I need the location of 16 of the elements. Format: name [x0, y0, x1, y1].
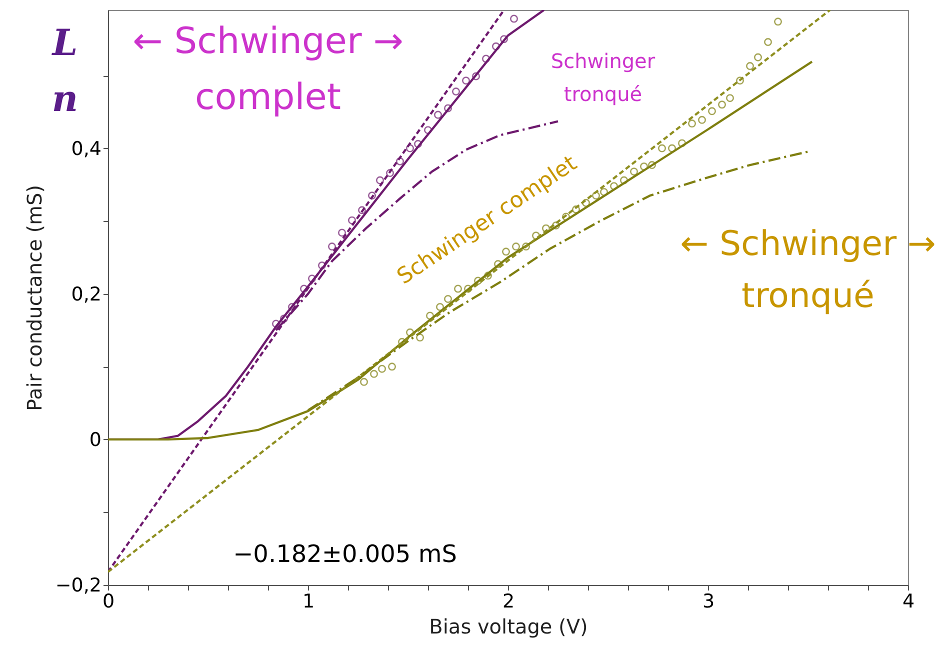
x-tick-label: 3 — [702, 590, 715, 612]
y-axis-title: Pair conductance (mS) — [22, 184, 46, 412]
x-axis-title: Bias voltage (V) — [429, 614, 588, 638]
x-tick-label: 0 — [102, 590, 115, 612]
x-tick-label: 2 — [502, 590, 515, 612]
x-tick-label: 1 — [302, 590, 315, 612]
y-tick-label: 0,2 — [71, 283, 102, 306]
y-tick-label: 0 — [89, 428, 102, 451]
x-tick-label: 4 — [902, 590, 915, 612]
annotation: −0.182±0.005 mS — [233, 540, 457, 568]
y-tick-label: 0,4 — [71, 138, 102, 160]
annotation: Schwinger tronqué — [550, 49, 656, 106]
annotation: ← Schwinger → complet — [132, 21, 404, 118]
text: L n — [51, 22, 78, 120]
y-tick-label: −0,2 — [55, 574, 102, 596]
annotation: ← Schwinger → tronqué — [680, 224, 936, 316]
